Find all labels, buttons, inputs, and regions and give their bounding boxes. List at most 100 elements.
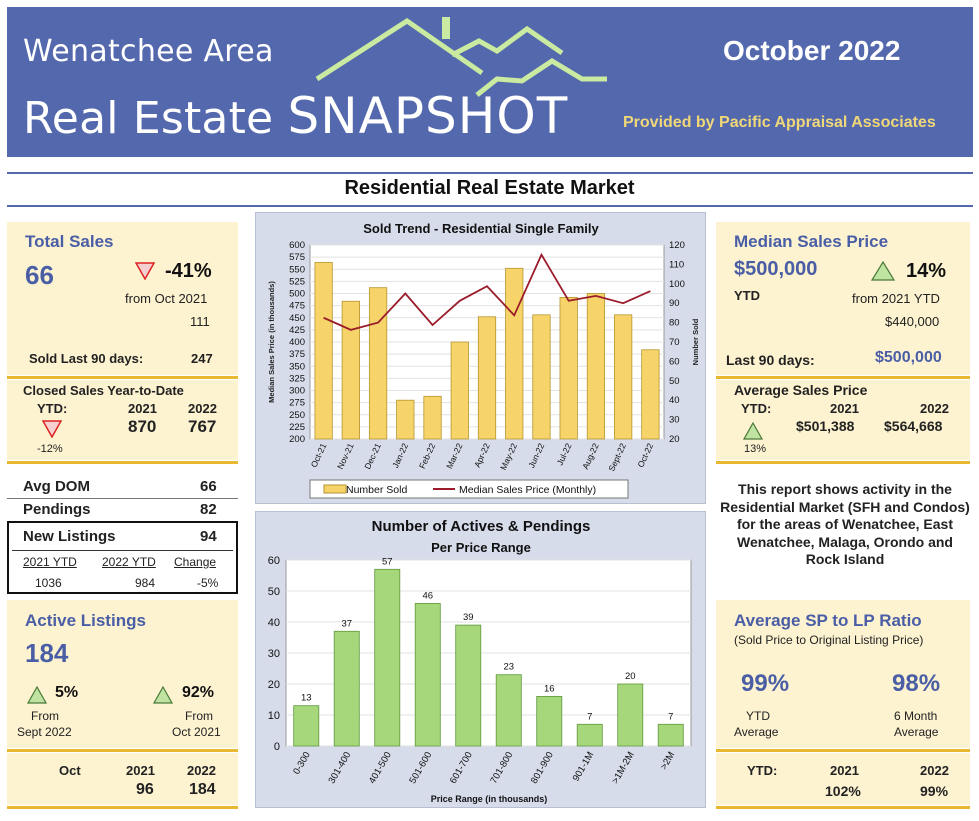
chart1-bar [559,296,578,440]
total-sales-prior: 111 [190,314,210,329]
oct-row-panel: Oct 2021 2022 96 184 [7,753,238,805]
median-last90-value: $500,000 [875,349,942,366]
chart2-data-label: 39 [463,612,474,623]
chart1-y2tick-label: 60 [669,356,680,367]
chart2-xtick-label: >2M [658,750,677,772]
sp-lp-v1-l2: Average [734,725,779,739]
closed-ytd-panel: Closed Sales Year-to-Date YTD: 2021 2022… [7,380,238,460]
sp-lp-ytd-label: YTD: [747,763,778,778]
active-listings-panel: Active Listings 184 5% From Sept 2022 92… [7,600,238,748]
avg-price-year2: 2022 [920,401,949,416]
sold-trend-svg: Sold Trend - Residential Single Family 2… [267,221,700,499]
median-ytd-label: YTD [734,288,760,303]
chart1-ytick-label: 475 [289,301,305,312]
brand-line-2: Real Estate SNAPSHOT [23,87,568,145]
chart2-ytick-label: 50 [268,586,280,598]
chart1-bar [477,316,497,440]
avg-price-ytd-label: YTD: [741,401,772,416]
chart2-ytick-label: 20 [268,679,280,691]
closed-ytd-value2: 767 [188,417,217,436]
sp-lp-subtitle: (Sold Price to Original Listing Price) [734,633,924,647]
chart1-xtick-label: Sept-22 [606,441,628,472]
pendings-label: Pendings [23,501,91,518]
sp-lp-title: Average SP to LP Ratio [734,611,922,630]
gold-divider [7,749,238,752]
oct-label: Oct [59,763,81,778]
sp-lp-r2: 99% [920,783,949,799]
avg-price-change: 13% [744,443,767,455]
house-roof-graphic [315,17,607,97]
chart2-bar [617,683,644,747]
chart1-title: Sold Trend - Residential Single Family [363,221,599,236]
chart1-xtick-label: Jul-22 [555,441,574,466]
up-triangle-icon [27,686,47,704]
chart1-xtick-label: Jun-22 [526,441,546,469]
actives-pendings-svg: Number of Actives & Pendings Per Price R… [268,518,692,804]
chart2-ytick-label: 0 [274,741,280,753]
chart1-legend [309,479,629,499]
section-title: Residential Real Estate Market [344,177,635,199]
oct-year2: 2022 [187,763,216,778]
gold-divider [7,461,238,464]
median-price-title: Median Sales Price [734,232,889,251]
chart1-y2tick-label: 110 [669,259,684,270]
chart1-ytick-label: 200 [289,434,305,445]
avg-dom-value: 66 [200,478,217,495]
new-listings-change: -5% [197,576,219,590]
chart1-bar [641,349,660,440]
new-listings-value: 94 [200,528,217,545]
report-note: This report shows activity in the Reside… [720,481,970,567]
chart2-ytick-label: 30 [268,648,280,660]
chart2-ytick-label: 10 [268,710,280,722]
chart2-ytick-label: 60 [268,555,280,567]
chart1-xtick-label: Apr-22 [472,441,492,469]
chart1-xtick-label: Oct-21 [309,441,329,469]
gold-divider [716,749,970,752]
closed-ytd-title: Closed Sales Year-to-Date [23,383,184,398]
avg-price-title: Average Sales Price [734,382,868,398]
new-listings-2022: 984 [135,576,156,590]
divider-bottom [7,205,973,207]
chart2-xtick-label: 601-700 [448,750,475,786]
chart1-ytick-label: 450 [289,313,305,324]
chart1-y2tick-label: 100 [669,279,685,290]
sp-lp-v1: 99% [741,670,790,697]
closed-ytd-value1: 870 [128,417,157,436]
closed-ytd-label: YTD: [37,401,68,416]
up-triangle-icon [871,261,895,281]
closed-ytd-year2: 2022 [188,401,217,416]
chart1-bar [505,267,524,440]
legend-swatch-bars [323,484,347,494]
chart1-y2tick-label: 120 [669,240,685,251]
chart2-data-label: 7 [587,711,592,722]
chart1-bar [396,399,415,440]
chart2-data-label: 20 [625,671,636,682]
chart1-xtick-label: Jan-22 [390,441,410,469]
sold-trend-chart: Sold Trend - Residential Single Family 2… [255,212,706,504]
chart1-ytick-label: 425 [289,325,305,336]
chart1-y2tick-label: 40 [669,395,680,406]
row-divider [12,550,233,551]
chart1-xtick-label: Mar-22 [444,441,465,470]
chart2-title: Number of Actives & Pendings [372,518,591,535]
oct-value1: 96 [136,781,154,798]
chart2-data-label: 57 [382,556,393,567]
chart2-xtick-label: 801-900 [529,750,556,786]
col-2022-ytd: 2022 YTD [102,555,156,569]
provided-by: Provided by Pacific Appraisal Associates [623,114,936,131]
total-sales-title: Total Sales [25,232,114,251]
chart2-ytick-label: 40 [268,617,280,629]
divider-top [7,172,973,174]
total-sales-change: -41% [165,260,212,282]
active-pct2-l2: Oct 2021 [172,725,221,739]
new-listings-2021: 1036 [35,576,62,590]
active-pct1-l2: Sept 2022 [17,725,72,739]
chart2-xtick-label: 301-400 [326,750,353,786]
chart2-xtick-label: 0-300 [291,750,313,777]
active-listings-title: Active Listings [25,611,146,630]
total-sales-value: 66 [25,260,54,290]
active-listings-value: 184 [25,638,69,668]
chart1-xtick-label: Feb-22 [417,441,438,470]
sp-lp-ytd-panel: YTD: 2021 2022 102% 99% [716,753,970,805]
chart1-bar [450,341,469,440]
